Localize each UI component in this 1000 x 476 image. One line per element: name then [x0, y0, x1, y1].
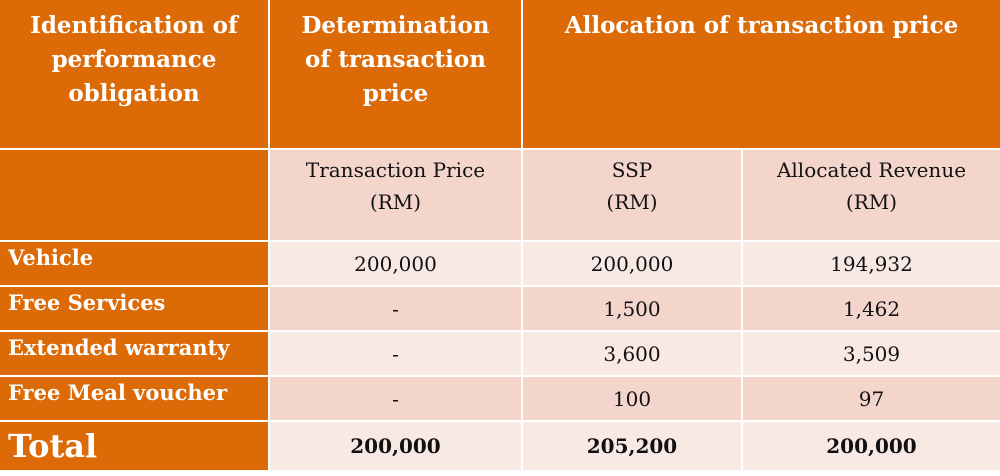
header-allocation: Allocation of transaction price: [523, 0, 1000, 150]
header-line: Identification of: [30, 12, 238, 39]
subheader-row: Transaction Price (RM) SSP (RM) Allocate…: [0, 150, 1000, 242]
header-line: Determination: [301, 12, 490, 39]
row-label: Free Services: [0, 287, 270, 332]
subheader-blank: [0, 150, 270, 242]
cell-allocated: 3,509: [743, 332, 1000, 377]
cell-transaction-price: 200,000: [270, 242, 523, 287]
header-performance-obligation: Identification of performance obligation: [0, 0, 270, 150]
cell-transaction-price: -: [270, 377, 523, 422]
header-determination: Determination of transaction price: [270, 0, 523, 150]
cell-transaction-price: -: [270, 287, 523, 332]
cell-allocated: 1,462: [743, 287, 1000, 332]
subheader-line: SSP: [611, 158, 653, 182]
row-label: Vehicle: [0, 242, 270, 287]
table-row: Vehicle 200,000 200,000 194,932: [0, 242, 1000, 287]
row-label: Extended warranty: [0, 332, 270, 377]
subheader-line: Allocated Revenue: [776, 158, 967, 182]
row-label: Free Meal voucher: [0, 377, 270, 422]
total-transaction-price: 200,000: [270, 422, 523, 472]
cell-transaction-price: -: [270, 332, 523, 377]
header-line: performance: [51, 46, 217, 73]
header-line: of transaction: [305, 46, 486, 73]
subheader-transaction-price: Transaction Price (RM): [270, 150, 523, 242]
cell-ssp: 200,000: [523, 242, 743, 287]
cell-allocated: 194,932: [743, 242, 1000, 287]
header-line: Allocation of transaction price: [564, 12, 959, 39]
subheader-line: (RM): [369, 190, 422, 214]
cell-allocated: 97: [743, 377, 1000, 422]
subheader-line: Transaction Price: [305, 158, 486, 182]
table-row: Free Meal voucher - 100 97: [0, 377, 1000, 422]
cell-ssp: 100: [523, 377, 743, 422]
total-label: Total: [0, 422, 270, 472]
header-row: Identification of performance obligation…: [0, 0, 1000, 150]
total-ssp: 205,200: [523, 422, 743, 472]
subheader-line: (RM): [606, 190, 658, 214]
subheader-line: (RM): [845, 190, 898, 214]
table-row: Free Services - 1,500 1,462: [0, 287, 1000, 332]
total-allocated: 200,000: [743, 422, 1000, 472]
header-line: price: [362, 80, 429, 107]
header-line: obligation: [68, 80, 200, 107]
cell-ssp: 1,500: [523, 287, 743, 332]
table-row: Extended warranty - 3,600 3,509: [0, 332, 1000, 377]
subheader-allocated-revenue: Allocated Revenue (RM): [743, 150, 1000, 242]
cell-ssp: 3,600: [523, 332, 743, 377]
total-row: Total 200,000 205,200 200,000: [0, 422, 1000, 472]
subheader-ssp: SSP (RM): [523, 150, 743, 242]
